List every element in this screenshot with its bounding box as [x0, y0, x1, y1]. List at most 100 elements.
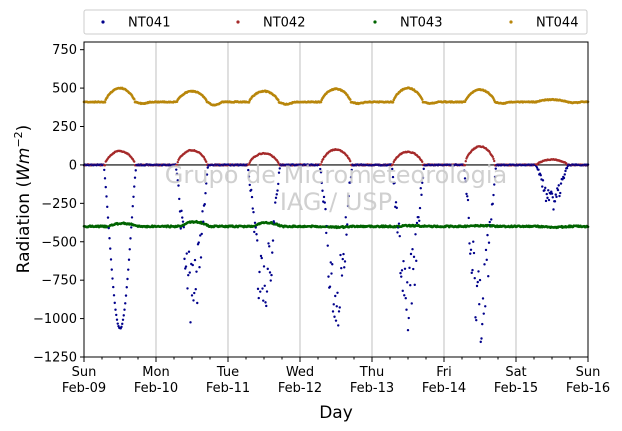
data-point-nt041 — [321, 189, 324, 192]
data-point-nt041 — [555, 195, 558, 199]
data-point-nt041 — [463, 169, 466, 172]
data-point-nt041 — [186, 287, 189, 290]
data-point-nt041 — [405, 308, 408, 311]
data-point-nt041 — [478, 303, 481, 306]
data-point-nt041 — [112, 285, 115, 289]
data-point-nt041 — [260, 256, 263, 260]
y-tick-label: −500 — [41, 235, 77, 250]
data-point-nt041 — [338, 306, 341, 309]
data-point-nt041 — [247, 168, 250, 172]
data-point-nt041 — [329, 261, 332, 264]
data-point-nt041 — [544, 199, 548, 203]
data-point-nt041 — [270, 273, 273, 277]
data-point-nt041 — [189, 321, 192, 324]
data-point-nt041 — [400, 269, 404, 272]
x-tick-label-weekday: Tue — [216, 365, 239, 380]
data-point-nt041 — [493, 175, 497, 179]
data-point-nt041 — [337, 324, 340, 327]
data-point-nt041 — [464, 180, 467, 183]
data-point-nt041 — [343, 266, 346, 269]
data-point-nt044 — [103, 100, 107, 104]
data-point-nt041 — [409, 252, 413, 256]
data-point-nt041 — [255, 233, 258, 236]
data-point-nt041 — [539, 173, 542, 177]
x-tick-label-weekday: Sun — [72, 365, 97, 380]
data-point-nt041 — [413, 283, 416, 287]
y-axis-label-unit: Wm — [14, 148, 34, 181]
data-point-nt041 — [195, 270, 198, 273]
data-point-nt041 — [105, 195, 108, 198]
data-point-nt041 — [472, 251, 476, 255]
data-point-nt041 — [320, 181, 323, 185]
data-point-nt041 — [559, 182, 563, 185]
data-point-nt041 — [183, 257, 186, 261]
data-point-nt041 — [266, 267, 269, 271]
data-point-nt041 — [397, 222, 401, 225]
data-point-nt041 — [125, 286, 128, 289]
data-point-nt041 — [333, 315, 336, 318]
legend-marker — [236, 20, 240, 24]
x-tick-label-weekday: Wed — [286, 365, 314, 380]
data-point-nt041 — [421, 181, 424, 184]
data-point-nt042 — [464, 160, 467, 163]
legend-marker — [509, 20, 513, 24]
data-point-nt041 — [406, 281, 409, 284]
data-point-nt041 — [477, 270, 480, 273]
x-tick-label-weekday: Mon — [142, 365, 169, 380]
x-tick-label-date: Feb-16 — [566, 381, 610, 396]
data-point-nt041 — [550, 190, 553, 193]
data-point-nt041 — [106, 205, 109, 209]
watermark-line-2: IAG / USP — [280, 188, 392, 216]
x-tick-label-date: Feb-13 — [350, 381, 394, 396]
data-point-nt042 — [349, 159, 352, 163]
data-point-nt041 — [393, 181, 396, 185]
data-point-nt041 — [263, 284, 266, 287]
watermark-line-1: Grupo de Micrometeorologia — [165, 161, 507, 189]
data-point-nt041 — [192, 299, 195, 302]
data-point-nt041 — [134, 169, 137, 172]
data-point-nt041 — [562, 176, 566, 180]
legend-label: NT044 — [536, 16, 578, 31]
data-point-nt041 — [411, 248, 414, 251]
data-point-nt041 — [264, 301, 267, 304]
legend-frame — [83, 9, 588, 35]
data-point-nt041 — [564, 169, 567, 173]
data-point-nt041 — [541, 179, 545, 182]
data-point-nt041 — [327, 275, 330, 278]
data-point-nt041 — [193, 291, 196, 295]
data-point-nt041 — [187, 273, 190, 277]
data-point-nt041 — [466, 195, 469, 198]
data-point-nt041 — [418, 219, 421, 222]
data-point-nt041 — [336, 291, 339, 294]
data-point-nt041 — [391, 175, 395, 179]
data-point-nt041 — [124, 294, 128, 297]
data-point-nt041 — [203, 202, 206, 206]
x-tick-label-date: Feb-10 — [134, 381, 178, 396]
data-point-nt041 — [545, 192, 548, 196]
data-point-nt041 — [251, 207, 254, 210]
data-point-nt041 — [194, 288, 197, 291]
data-point-nt041 — [409, 284, 412, 287]
y-tick-label: 750 — [52, 43, 77, 58]
data-point-nt041 — [205, 173, 209, 176]
data-point-nt042 — [492, 157, 495, 161]
y-tick-label: −250 — [41, 197, 77, 212]
data-point-nt041 — [535, 166, 539, 169]
data-point-nt041 — [271, 251, 274, 254]
data-point-nt041 — [334, 294, 337, 298]
data-point-nt041 — [421, 176, 425, 180]
data-point-nt041 — [480, 337, 483, 340]
data-point-nt042 — [277, 161, 280, 164]
data-point-nt041 — [108, 237, 111, 240]
x-axis: SunFeb-09MonFeb-10TueFeb-11WedFeb-12ThuF… — [62, 357, 610, 396]
y-axis-label-main: Radiation ( — [14, 181, 34, 273]
data-point-nt041 — [487, 275, 490, 278]
y-axis-label-close: ) — [14, 125, 34, 132]
data-point-nt041 — [319, 171, 323, 174]
data-point-nt041 — [275, 193, 278, 196]
data-point-nt041 — [110, 268, 113, 271]
data-point-nt041 — [112, 294, 116, 297]
data-point-nt041 — [473, 276, 476, 280]
y-tick-label: 0 — [69, 158, 77, 173]
data-point-nt041 — [417, 215, 420, 219]
